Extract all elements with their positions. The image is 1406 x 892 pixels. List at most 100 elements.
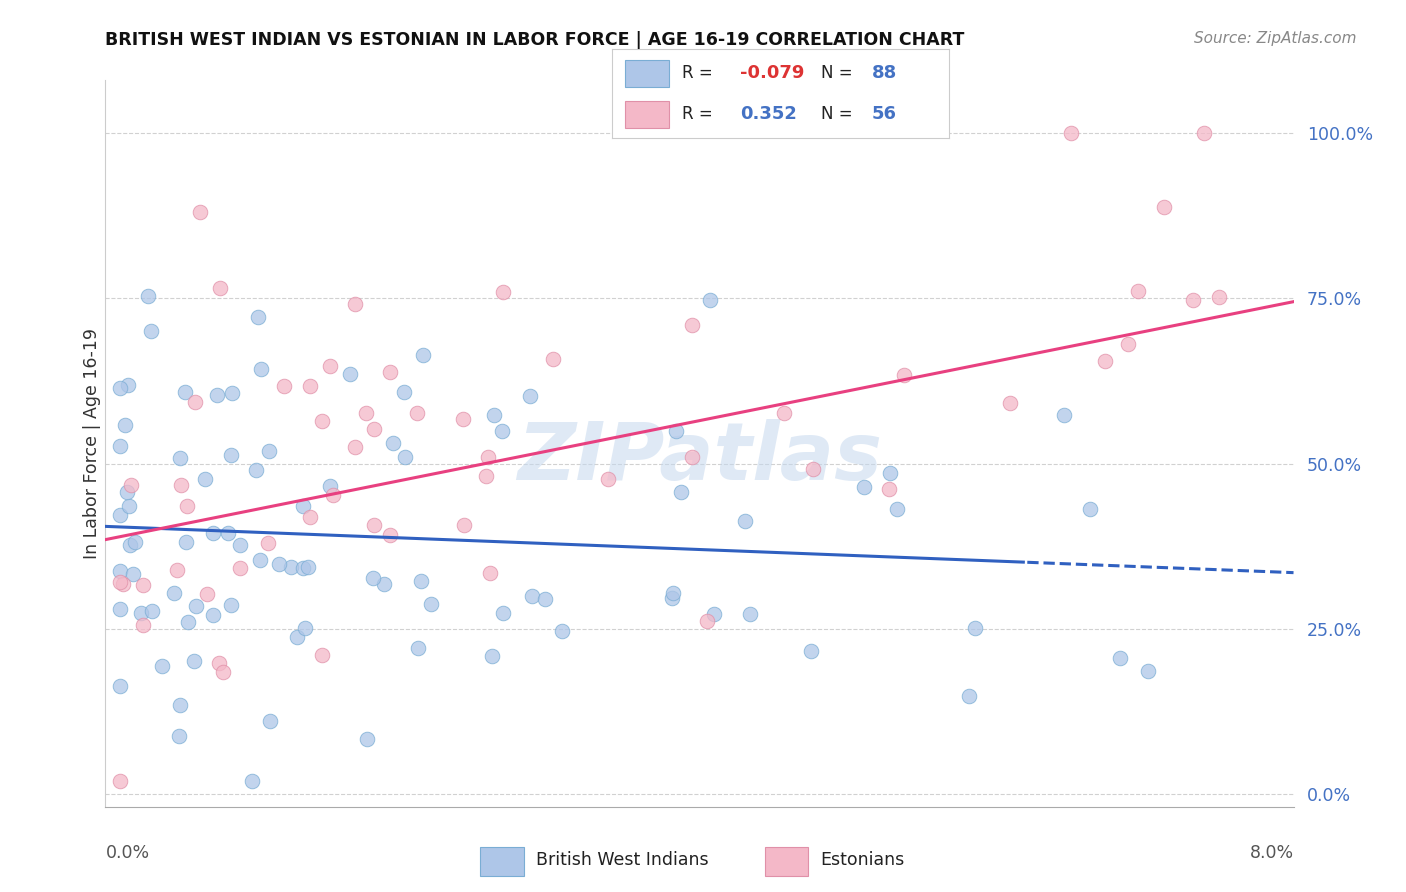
FancyBboxPatch shape	[626, 101, 669, 128]
Point	[121, 567, 143, 582]
Point	[311, 414, 333, 428]
Point	[174, 385, 197, 400]
Point	[298, 509, 321, 524]
Point	[110, 679, 132, 693]
Point	[893, 368, 915, 383]
Point	[209, 281, 232, 295]
FancyBboxPatch shape	[626, 60, 669, 87]
Point	[176, 499, 198, 513]
Point	[269, 557, 291, 571]
Point	[412, 348, 434, 362]
Point	[132, 617, 155, 632]
Point	[183, 654, 205, 668]
Point	[343, 440, 366, 454]
Point	[1194, 126, 1216, 140]
Y-axis label: In Labor Force | Age 16-19: In Labor Force | Age 16-19	[83, 328, 101, 559]
Text: N =: N =	[821, 64, 858, 82]
Point	[141, 604, 163, 618]
Point	[163, 586, 186, 600]
Point	[339, 367, 361, 381]
Point	[699, 293, 721, 307]
Point	[734, 514, 756, 528]
Point	[150, 659, 173, 673]
Point	[124, 535, 146, 549]
Point	[453, 411, 475, 425]
Point	[110, 381, 132, 395]
Point	[259, 714, 281, 729]
Point	[174, 535, 197, 549]
Point	[696, 614, 718, 628]
Point	[354, 406, 377, 420]
Point	[319, 479, 342, 493]
Point	[519, 389, 541, 403]
Point	[852, 480, 875, 494]
Point	[482, 408, 505, 422]
Point	[247, 310, 270, 324]
Point	[740, 607, 762, 622]
Point	[201, 608, 224, 623]
Point	[406, 406, 429, 420]
Point	[681, 318, 703, 332]
Text: British West Indians: British West Indians	[536, 851, 709, 870]
Point	[188, 205, 211, 219]
Point	[110, 439, 132, 453]
Point	[194, 472, 217, 486]
Point	[661, 586, 683, 600]
Point	[280, 560, 302, 574]
Point	[356, 731, 378, 746]
Point	[665, 424, 688, 438]
Point	[419, 597, 441, 611]
Text: Source: ZipAtlas.com: Source: ZipAtlas.com	[1194, 31, 1357, 46]
Text: 56: 56	[872, 105, 897, 123]
Point	[114, 417, 136, 432]
Text: N =: N =	[821, 105, 858, 123]
Point	[136, 288, 159, 302]
Point	[453, 517, 475, 532]
Point	[166, 563, 188, 577]
Point	[249, 553, 271, 567]
Point	[245, 463, 267, 477]
Point	[1109, 651, 1132, 665]
Point	[669, 484, 692, 499]
Point	[212, 665, 235, 680]
Point	[208, 656, 231, 670]
Point	[879, 466, 901, 480]
Point	[1126, 284, 1149, 298]
Point	[1118, 336, 1140, 351]
Point	[110, 564, 132, 578]
Point	[285, 630, 308, 644]
Point	[129, 606, 152, 620]
Text: 8.0%: 8.0%	[1250, 844, 1294, 862]
Point	[1182, 293, 1205, 307]
Point	[475, 468, 498, 483]
Point	[491, 424, 513, 438]
Point	[772, 406, 794, 420]
Point	[240, 773, 263, 788]
Point	[169, 450, 191, 465]
Point	[117, 377, 139, 392]
Point	[139, 324, 162, 338]
Text: ZIPatlas: ZIPatlas	[517, 419, 882, 498]
Point	[110, 508, 132, 522]
Point	[298, 379, 321, 393]
Point	[291, 561, 314, 575]
Point	[294, 621, 316, 635]
Point	[408, 640, 430, 655]
Point	[195, 587, 218, 601]
Point	[221, 448, 243, 462]
Point	[219, 598, 242, 612]
Point	[170, 477, 193, 491]
Point	[319, 359, 342, 373]
Text: -0.079: -0.079	[740, 64, 804, 82]
Point	[681, 450, 703, 464]
Point	[118, 537, 141, 551]
Point	[202, 525, 225, 540]
Point	[110, 773, 132, 788]
Point	[111, 576, 134, 591]
Point	[1153, 200, 1175, 214]
FancyBboxPatch shape	[765, 847, 808, 876]
Point	[291, 499, 314, 513]
Point	[1094, 353, 1116, 368]
Point	[257, 444, 280, 458]
Point	[541, 351, 564, 366]
